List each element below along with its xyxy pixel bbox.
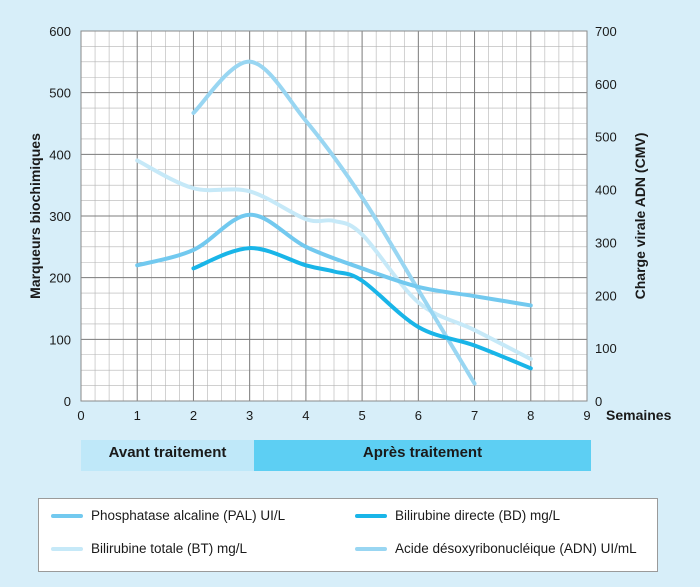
y-left-tick-label: 600: [49, 24, 71, 39]
series-line-bt: [135, 158, 533, 362]
x-tick-label: 4: [302, 408, 309, 423]
ticks-layer: 0 1 2 3 4 5 6 7 8 9010020030040050060001002003004…: [49, 24, 616, 423]
y-right-tick-label: 700: [595, 24, 617, 39]
phase-before-treatment: Avant traitement: [81, 440, 254, 471]
series-line-bd: [191, 246, 533, 371]
y-left-tick-label: 300: [49, 209, 71, 224]
x-tick-label: 6: [415, 408, 422, 423]
series-line-pal: [135, 212, 533, 308]
x-tick-label: 0: [77, 408, 84, 423]
y-left-tick-label: 500: [49, 86, 71, 101]
y-left-axis-title: Marqueurs biochimiques: [27, 133, 43, 299]
y-left-tick-label: 400: [49, 147, 71, 162]
y-left-tick-label: 100: [49, 332, 71, 347]
y-right-tick-label: 100: [595, 341, 617, 356]
legend-item-pal: Phosphatase alcaline (PAL) UI/L: [51, 508, 285, 523]
x-axis-title: Semaines: [606, 407, 672, 423]
y-right-tick-label: 200: [595, 288, 617, 303]
y-right-tick-label: 0: [595, 394, 602, 409]
x-tick-label: 3: [246, 408, 253, 423]
y-left-tick-label: 0: [64, 394, 71, 409]
x-tick-label: 5: [358, 408, 365, 423]
series-line-adn: [191, 59, 477, 386]
plot-border: [80, 30, 588, 402]
y-right-tick-label: 600: [595, 77, 617, 92]
y-left-tick-label: 200: [49, 271, 71, 286]
legend-label-bd: Bilirubine directe (BD) mg/L: [395, 508, 561, 523]
x-tick-label: 9: [583, 408, 590, 423]
legend-item-bt: Bilirubine totale (BT) mg/L: [51, 541, 247, 556]
legend-label-bt: Bilirubine totale (BT) mg/L: [91, 541, 248, 556]
series-layer: [135, 59, 533, 386]
legend-swatch-bd: [355, 513, 387, 518]
y-right-tick-label: 400: [595, 183, 617, 198]
legend-label-pal: Phosphatase alcaline (PAL) UI/L: [91, 508, 286, 523]
legend-label-adn: Acide désoxyribonucléique (ADN) UI/mL: [395, 541, 637, 556]
x-tick-label: 7: [471, 408, 478, 423]
x-tick-label: 1: [134, 408, 141, 423]
y-right-tick-label: 300: [595, 235, 617, 250]
legend-swatch-adn: [355, 546, 387, 551]
x-tick-label: 2: [190, 408, 197, 423]
legend-item-adn: Acide désoxyribonucléique (ADN) UI/mL: [355, 541, 637, 556]
legend-item-bd: Bilirubine directe (BD) mg/L: [355, 508, 560, 523]
legend: Phosphatase alcaline (PAL) UI/L Bilirubi…: [38, 498, 658, 572]
x-tick-label: 8: [527, 408, 534, 423]
legend-swatch-bt: [51, 546, 83, 551]
y-right-axis-title: Charge virale ADN (CMV): [632, 133, 648, 300]
y-right-tick-label: 500: [595, 130, 617, 145]
phase-after-treatment: Après traitement: [254, 440, 591, 471]
legend-swatch-pal: [51, 513, 83, 518]
